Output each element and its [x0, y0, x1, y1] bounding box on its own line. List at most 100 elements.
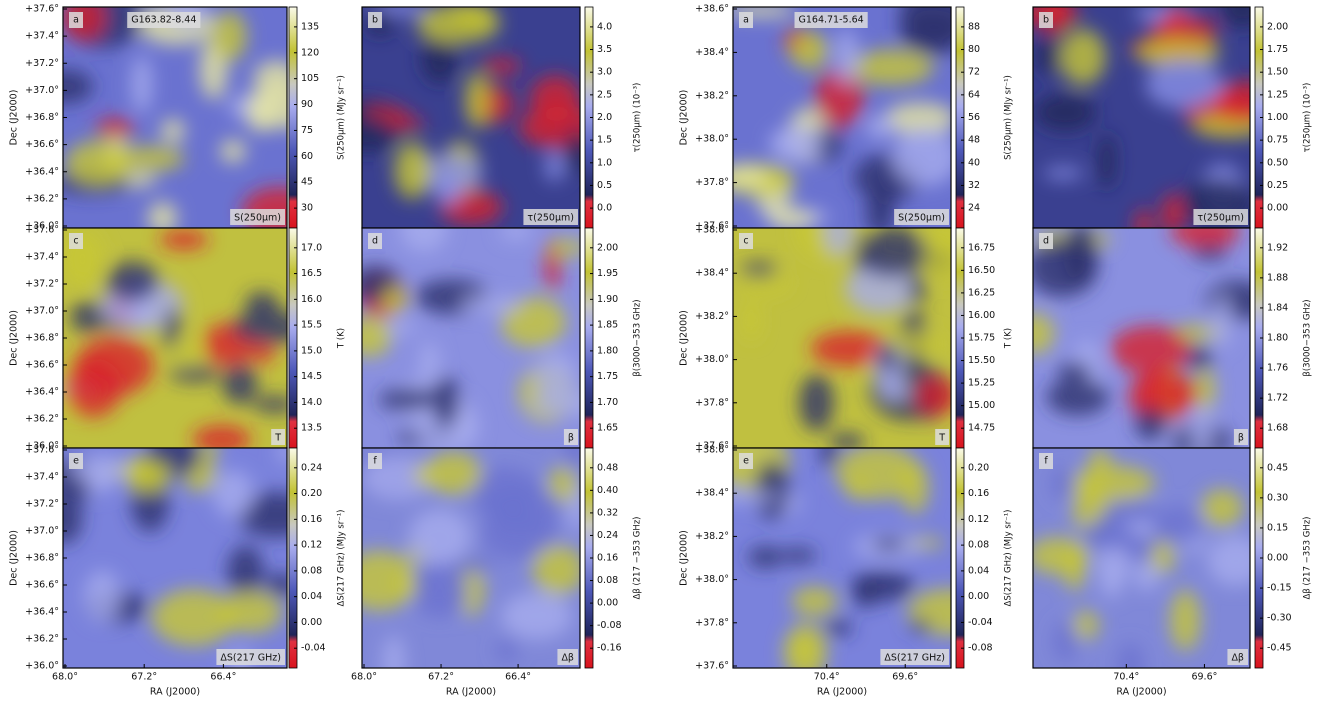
panel-tag-box [271, 429, 285, 445]
map-blob [1173, 324, 1225, 341]
colorbar-tick-label: 105 [301, 73, 319, 84]
colorbar-label: τ(250μm) (10⁻³) [1303, 83, 1313, 153]
panel-tag: β [568, 433, 574, 444]
map-blob [1073, 610, 1099, 640]
y-tick-label: +36.4° [25, 387, 59, 398]
colorbar-tick-label: 2.00 [1267, 21, 1288, 32]
panel-letter-box [739, 12, 753, 28]
map-blob [829, 433, 866, 448]
panel-letter-box [69, 453, 83, 469]
map-blob [252, 396, 287, 413]
map-blob [1063, 228, 1099, 285]
map-blob [739, 262, 778, 278]
panel-tag: Δβ [561, 653, 574, 664]
colorbar-tick-label: -0.04 [968, 617, 993, 628]
map-blob [743, 299, 760, 341]
map-blob [419, 341, 440, 386]
colorbar-tick-label: 0.00 [301, 617, 322, 628]
colorbar-tick-label: 1.84 [1267, 302, 1288, 313]
map-blobs [1033, 7, 1250, 228]
map-blob [394, 570, 419, 599]
colorbar-tick-label: 0.12 [301, 540, 322, 551]
object-name: G163.82-8.44 [131, 15, 196, 26]
colorbar-tick-label: 0.04 [301, 591, 322, 602]
map-blob [1200, 489, 1244, 528]
x-tick-label: 68.0° [52, 672, 78, 683]
panel-tag: ΔS(217 GHz) [884, 653, 945, 664]
panel-tag: S(250μm) [234, 213, 281, 224]
map-blob [1135, 372, 1198, 413]
colorbar-label: ΔS(217 GHz) (MJy sr⁻¹) [1004, 510, 1014, 607]
colorbar-tick-label: 1.5 [597, 135, 612, 146]
map-blob [499, 228, 533, 241]
colorbar-tick-label: 1.65 [597, 423, 618, 434]
panel-letter: c [73, 236, 78, 247]
colorbar-label: T (K) [337, 328, 347, 349]
map-blob [460, 295, 521, 313]
y-tick-label: +36.2° [25, 193, 59, 204]
colorbar-tick-label: 16.0 [301, 294, 322, 305]
colorbar-tick-label: 0.48 [597, 462, 618, 473]
map-blob [246, 87, 287, 129]
y-tick-label: +36.6° [25, 580, 59, 591]
map-blob [480, 486, 563, 531]
panel-tag-box [523, 209, 578, 225]
y-tick-label: +38.2° [695, 90, 729, 101]
map-blob [163, 307, 181, 351]
map-blob [914, 376, 951, 416]
map-blob [105, 261, 159, 302]
map-blob [408, 508, 471, 565]
colorbar-tick-label: 0.24 [301, 462, 322, 473]
panel-letter: f [1044, 456, 1048, 467]
map-blob [425, 451, 482, 496]
colorbar-tick-label: 0.40 [597, 485, 618, 496]
y-tick-label: +38.6° [695, 4, 729, 15]
colorbar-tick-label: 88 [968, 21, 980, 32]
colorbar-tick-label: 0.16 [301, 514, 322, 525]
colorbar-tick-label: 0.16 [968, 488, 989, 499]
colorbar-tick-label: 0.32 [597, 507, 618, 518]
map-blob [1069, 465, 1155, 502]
map-blob [848, 49, 934, 86]
panel-tag: τ(250μm) [527, 213, 574, 224]
x-tick-label: 67.2° [131, 672, 157, 683]
map-blob [908, 274, 926, 304]
panel-tag-box [1227, 649, 1248, 665]
panel-letter: d [372, 236, 378, 247]
panel-letter-box [739, 233, 753, 249]
map-blob [363, 106, 409, 119]
map-blob [1145, 59, 1223, 110]
panel-letter-box [368, 453, 382, 469]
colorbar-tick-label: -0.30 [1267, 613, 1292, 624]
map-blob [147, 201, 178, 228]
y-tick-label: +37.6° [695, 661, 729, 672]
colorbar-tick-label: 13.5 [301, 423, 322, 434]
map-blobs [1033, 228, 1250, 448]
map-blob [1098, 132, 1116, 190]
map-blob [1110, 325, 1192, 375]
colorbar-tick-label: 0.25 [1267, 180, 1288, 191]
panel-tag: ΔS(217 GHz) [220, 653, 281, 664]
map-blob [495, 638, 519, 662]
map-blob [799, 373, 835, 432]
map-image [63, 448, 287, 668]
y-tick-label: +37.2° [25, 279, 59, 290]
colorbar [955, 447, 965, 669]
colorbar-tick-label: 3.0 [597, 67, 612, 78]
colorbar-tick-label: 0.08 [597, 575, 618, 586]
colorbar-tick-label: 32 [968, 180, 980, 191]
map-blob [63, 69, 94, 104]
y-tick-label: +38.6° [695, 445, 729, 456]
y-tick-label: +37.0° [25, 526, 59, 537]
colorbar-tick-label: 0.00 [1267, 203, 1288, 214]
object-name-box [794, 12, 868, 28]
colorbar-tick-label: 0.0 [597, 203, 612, 214]
map-blob [421, 32, 458, 84]
y-tick-label: +37.8° [695, 617, 729, 628]
map-blob [1034, 93, 1097, 132]
x-axis-label: RA (J2000) [150, 687, 200, 698]
y-tick-label: +36.4° [25, 166, 59, 177]
map-blob [835, 448, 920, 500]
y-tick-label: +38.6° [695, 225, 729, 236]
y-tick-label: +36.8° [25, 333, 59, 344]
